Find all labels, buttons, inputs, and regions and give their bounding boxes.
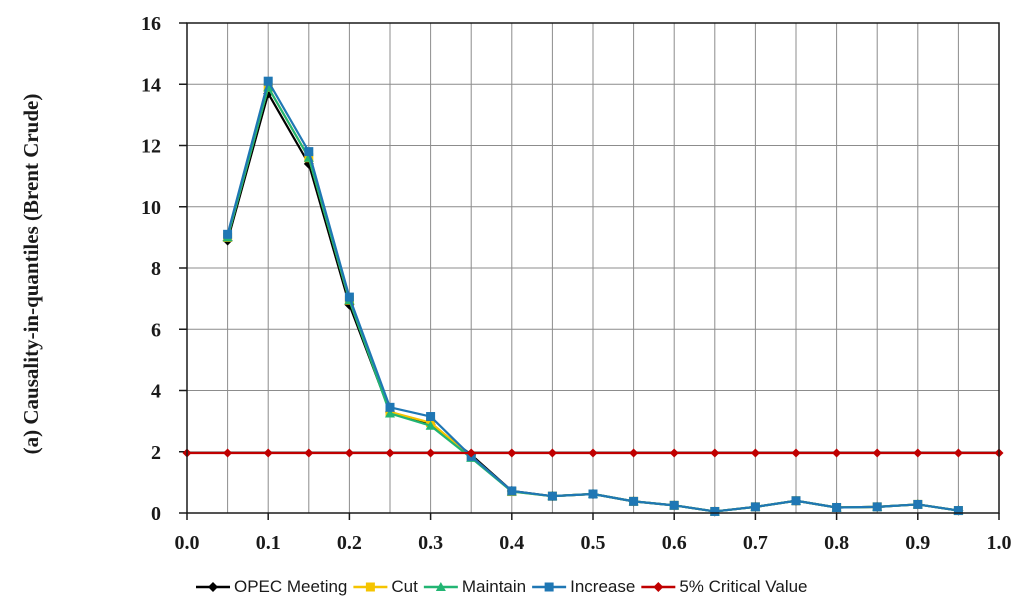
legend-label: Maintain <box>462 577 526 596</box>
critical-point <box>547 448 557 458</box>
data-point <box>223 229 233 239</box>
x-tick-label: 0.4 <box>499 532 524 554</box>
x-tick-label: 1.0 <box>987 532 1012 554</box>
x-tick-label: 0.6 <box>662 532 687 554</box>
x-tick-label: 0.3 <box>418 532 443 554</box>
x-tick-label: 0.2 <box>337 532 362 554</box>
y-tick-label: 16 <box>141 13 161 35</box>
critical-point <box>385 448 395 458</box>
y-tick-label: 4 <box>151 381 161 403</box>
y-tick-label: 12 <box>141 136 161 158</box>
legend-swatch-marker <box>208 582 218 592</box>
legend-item: 5% Critical Value <box>641 577 808 596</box>
x-tick-label: 0.0 <box>175 532 200 554</box>
critical-point <box>832 448 842 458</box>
plot-frame <box>186 22 1000 514</box>
data-point <box>588 489 598 499</box>
y-tick-label: 2 <box>151 442 161 464</box>
critical-point <box>872 448 882 458</box>
critical-point <box>710 448 720 458</box>
x-tick-label: 0.5 <box>581 532 606 554</box>
critical-point <box>629 448 639 458</box>
data-point <box>750 502 760 512</box>
critical-point <box>507 448 517 458</box>
data-point <box>344 292 354 302</box>
critical-point <box>466 448 476 458</box>
critical-point <box>304 448 314 458</box>
data-point <box>669 500 679 510</box>
series-increase <box>223 76 963 516</box>
legend-swatch-marker <box>544 582 554 592</box>
data-point <box>385 408 395 418</box>
data-point <box>791 496 801 506</box>
critical-point <box>913 448 923 458</box>
legend-label: 5% Critical Value <box>679 577 807 596</box>
critical-point <box>669 448 679 458</box>
data-point <box>629 496 639 506</box>
legend-item: Increase <box>532 577 635 596</box>
x-tick-label: 0.8 <box>824 532 849 554</box>
y-tick-label: 10 <box>141 197 161 219</box>
critical-point <box>344 448 354 458</box>
x-tick-label: 0.1 <box>256 532 281 554</box>
data-point <box>426 412 436 422</box>
data-point <box>385 402 395 412</box>
legend: OPEC Meeting Cut Maintain Increase 5% Critic… <box>196 577 808 596</box>
series-lines <box>222 76 964 517</box>
data-point <box>913 499 923 509</box>
critical-point <box>791 448 801 458</box>
legend-swatch-marker <box>365 582 375 592</box>
critical-point <box>953 448 963 458</box>
data-point <box>547 491 557 501</box>
legend-label: Cut <box>391 577 418 596</box>
legend-label: OPEC Meeting <box>234 577 347 596</box>
y-tick-label: 14 <box>141 74 161 96</box>
data-point <box>953 506 963 516</box>
x-tick-label: 0.7 <box>743 532 768 554</box>
critical-point <box>588 448 598 458</box>
data-point <box>304 147 314 157</box>
legend-item: Maintain <box>423 577 526 596</box>
data-point <box>507 486 517 496</box>
data-point <box>832 502 842 512</box>
critical-value-line <box>182 448 1004 458</box>
grid <box>187 23 999 513</box>
critical-point <box>223 448 233 458</box>
data-point <box>425 420 436 430</box>
critical-point <box>750 448 760 458</box>
legend-swatch-marker <box>653 582 664 592</box>
critical-point <box>263 448 273 458</box>
legend-label: Increase <box>570 577 635 596</box>
y-axis-label: (a) Causality-in-quantiles (Brent Crude) <box>19 94 43 455</box>
y-tick-label: 8 <box>151 258 161 280</box>
y-tick-label: 6 <box>151 319 161 341</box>
data-point <box>872 502 882 512</box>
critical-point <box>426 448 436 458</box>
legend-item: Cut <box>353 577 418 596</box>
y-tick-label: 0 <box>151 503 161 525</box>
legend-item: OPEC Meeting <box>196 577 347 596</box>
data-point <box>263 76 273 86</box>
axis-ticks: 0 2 4 6 8 10 12 14 16 0.0 0.1 0.2 0.3 0.4 0.5 0.6 0.7 0.8… <box>141 13 1012 554</box>
legend-swatch-marker <box>435 582 446 591</box>
data-point <box>710 506 720 516</box>
x-tick-label: 0.9 <box>905 532 930 554</box>
